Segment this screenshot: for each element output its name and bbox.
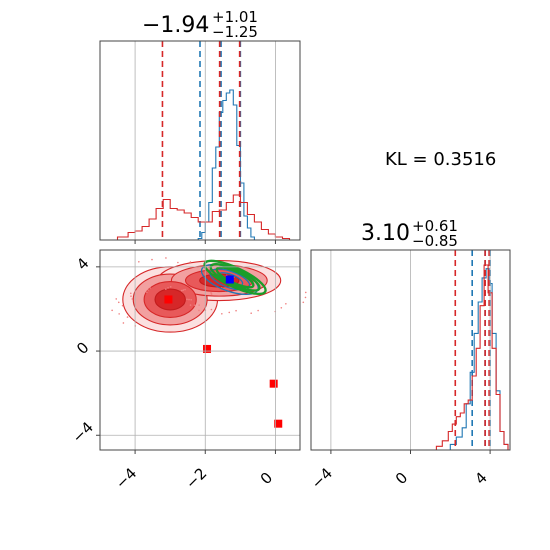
x-hist-red (110, 194, 291, 241)
red-sample-dot (304, 291, 307, 294)
y-marginal-tick-label: 0 (392, 469, 411, 488)
x-marginal-frame (99, 40, 301, 241)
red-sample-dot (188, 298, 190, 301)
red-sample-dot (146, 291, 148, 293)
red-sample-dot (302, 301, 305, 304)
red-sample-dot (210, 308, 213, 311)
red-marker (274, 419, 283, 428)
red-sample-dot (167, 287, 169, 289)
red-sample-dot (280, 306, 283, 309)
y-marginal-tick-label: −4 (308, 464, 336, 492)
y-hist-blue (440, 268, 509, 451)
red-sample-dot (189, 261, 192, 263)
red-sample-dot (115, 298, 118, 300)
red-sample-dot (228, 311, 231, 314)
red-sample-dot (118, 313, 120, 315)
red-sample-dot (130, 295, 132, 297)
red-sample-dot (210, 291, 212, 294)
joint-x-tick-label: −2 (182, 464, 210, 492)
red-sample-dot (169, 285, 172, 288)
joint-x-tick-label: 0 (257, 469, 276, 488)
red-sample-dot (149, 287, 151, 289)
joint-frame (99, 249, 301, 451)
joint-x-tick-label: −4 (112, 464, 140, 492)
blue-marker (225, 275, 234, 284)
red-sample-dot (207, 266, 210, 269)
red-sample-dot (285, 302, 287, 305)
green-contour (209, 262, 261, 292)
red-sample-dot (194, 304, 196, 306)
red-sample-dot (138, 260, 140, 263)
red-marker (164, 295, 173, 304)
red-sample-dot (165, 288, 167, 290)
red-sample-dot (235, 309, 237, 312)
joint-y-tick-label: −4 (69, 418, 97, 446)
red-sample-dot (122, 322, 125, 324)
red-sample-dot (126, 316, 129, 318)
red-sample-dot (177, 261, 179, 264)
red-marker (203, 344, 212, 353)
red-sample-dot (186, 298, 188, 301)
red-sample-dot (189, 304, 192, 306)
kl-annotation: KL = 0.3516 (385, 149, 496, 170)
red-sample-dot (304, 296, 307, 299)
red-sample-dot (182, 289, 185, 291)
red-sample-dot (198, 309, 200, 312)
x-marginal-title: −1.94 (142, 13, 209, 38)
red-sample-dot (250, 312, 252, 315)
y-marginal-title-minus: −0.85 (412, 232, 458, 250)
joint-contours (111, 257, 307, 333)
y-marginal-title: 3.10 (361, 221, 410, 246)
y-marginal-title-plus: +0.61 (412, 217, 458, 235)
red-sample-dot (117, 301, 120, 304)
red-sample-dot (131, 298, 134, 300)
red-sample-dot (190, 298, 192, 301)
red-sample-dot (198, 304, 200, 306)
y-hist-red (430, 264, 509, 451)
red-sample-dot (257, 309, 259, 312)
red-sample-dot (121, 304, 124, 307)
red-sample-dot (184, 288, 186, 291)
x-marginal-title-minus: −1.25 (212, 23, 258, 41)
red-sample-dot (129, 292, 132, 295)
red-sample-dot (111, 309, 113, 312)
x-marginal-title-plus: +1.01 (212, 8, 258, 26)
joint-y-tick-label: 4 (73, 254, 92, 273)
red-sample-dot (221, 312, 223, 315)
red-marker (269, 379, 278, 388)
red-sample-dot (165, 257, 167, 259)
red-sample-dot (147, 289, 149, 291)
y-marginal-frame (310, 249, 511, 451)
x-hist-blue (194, 89, 255, 241)
red-sample-dot (151, 258, 153, 261)
y-marginal-tick-label: 4 (471, 469, 490, 488)
red-sample-dot (180, 289, 183, 292)
joint-y-tick-label: 0 (73, 338, 92, 357)
